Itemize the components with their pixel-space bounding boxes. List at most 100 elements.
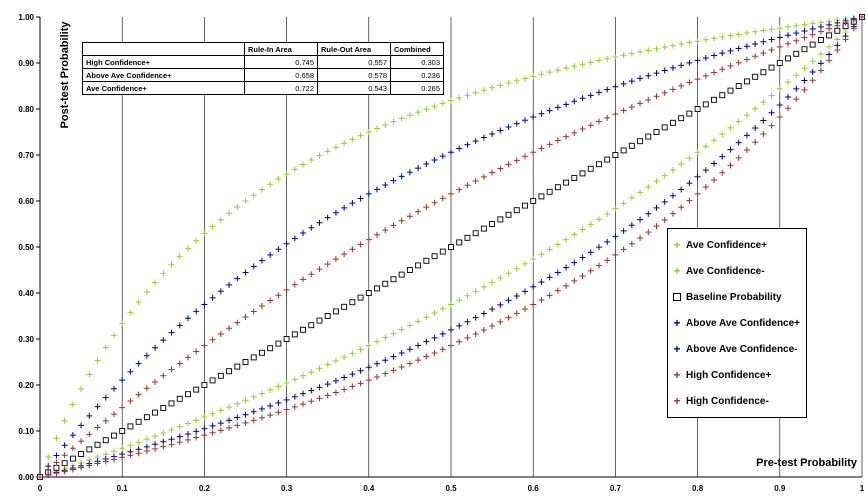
data-point — [406, 267, 413, 273]
data-point — [637, 216, 644, 223]
data-point — [776, 114, 783, 120]
data-point — [480, 173, 487, 180]
data-point — [743, 78, 750, 85]
data-point — [834, 22, 841, 29]
data-point — [242, 397, 249, 404]
data-point — [283, 406, 290, 413]
data-point — [152, 433, 159, 440]
data-point — [637, 234, 644, 241]
data-point — [497, 165, 504, 172]
data-point — [801, 77, 808, 84]
data-point — [226, 325, 233, 332]
data-point — [752, 124, 759, 131]
table-cell: 0.722 — [244, 81, 318, 95]
data-point — [628, 78, 635, 85]
data-point — [226, 417, 233, 424]
y-tick-label: 0.50 — [18, 243, 34, 252]
data-point — [587, 165, 594, 172]
data-point — [448, 301, 454, 308]
data-point — [242, 314, 249, 320]
data-point — [513, 77, 520, 84]
data-point — [291, 331, 298, 338]
data-point — [711, 52, 718, 59]
data-point — [184, 436, 191, 443]
data-point — [332, 389, 339, 396]
data-point — [760, 38, 767, 45]
data-point — [283, 240, 290, 247]
data-point — [316, 219, 323, 226]
data-point — [275, 409, 282, 416]
data-point — [382, 280, 389, 287]
y-axis-label: Post-test Probability — [59, 21, 71, 129]
data-point — [267, 412, 274, 419]
data-point — [110, 332, 117, 339]
data-point — [809, 77, 816, 84]
data-point — [480, 225, 487, 232]
data-point — [497, 301, 504, 308]
data-point — [390, 330, 397, 337]
data-point — [735, 31, 742, 38]
data-point — [817, 67, 824, 74]
data-point — [628, 103, 635, 110]
data-point — [793, 85, 800, 92]
data-point — [234, 204, 241, 210]
data-point — [513, 120, 520, 127]
data-point — [193, 386, 200, 393]
data-point — [480, 283, 487, 290]
data-point — [382, 334, 389, 341]
data-point — [193, 428, 200, 435]
data-point — [661, 124, 668, 131]
data-point — [620, 200, 627, 207]
data-point — [661, 198, 668, 205]
data-point — [258, 349, 265, 356]
data-point — [431, 199, 438, 206]
table-row-label: Above Ave Confidence+ — [82, 68, 245, 82]
data-point — [472, 138, 479, 145]
data-point — [743, 147, 750, 154]
data-point — [102, 394, 109, 401]
data-point — [86, 431, 93, 438]
data-point — [448, 149, 454, 156]
data-point — [415, 109, 422, 116]
data-point — [127, 452, 134, 459]
data-point — [719, 169, 726, 176]
data-point — [686, 39, 693, 46]
data-point — [464, 334, 471, 341]
data-point — [143, 385, 150, 392]
data-point — [776, 60, 783, 66]
data-point — [595, 118, 602, 125]
data-point — [357, 241, 364, 248]
data-point — [201, 414, 208, 420]
data-point — [521, 288, 528, 295]
data-point — [382, 370, 389, 377]
data-point — [332, 144, 339, 151]
data-point — [69, 466, 76, 473]
data-point — [571, 277, 578, 284]
data-point — [127, 309, 134, 316]
data-point — [809, 58, 816, 65]
data-point — [234, 363, 241, 370]
data-point — [283, 336, 290, 342]
data-point — [760, 130, 767, 137]
data-point — [349, 350, 356, 357]
data-point — [415, 357, 422, 364]
data-point — [645, 72, 652, 79]
data-point — [793, 50, 800, 57]
data-point — [209, 294, 216, 301]
data-point — [653, 178, 660, 185]
x-tick-label: 0.5 — [445, 484, 457, 493]
data-point — [702, 101, 709, 108]
data-point — [242, 419, 249, 426]
data-point — [513, 292, 520, 299]
data-point — [448, 326, 454, 333]
table-cell: 0.303 — [390, 55, 444, 69]
data-point — [571, 98, 578, 105]
data-point — [637, 48, 644, 55]
data-point — [201, 342, 208, 349]
data-point — [464, 292, 471, 299]
y-tick-label: 0.00 — [18, 473, 34, 482]
data-point — [801, 27, 808, 34]
data-point — [785, 105, 792, 112]
data-point — [480, 310, 487, 317]
data-point — [234, 400, 241, 407]
